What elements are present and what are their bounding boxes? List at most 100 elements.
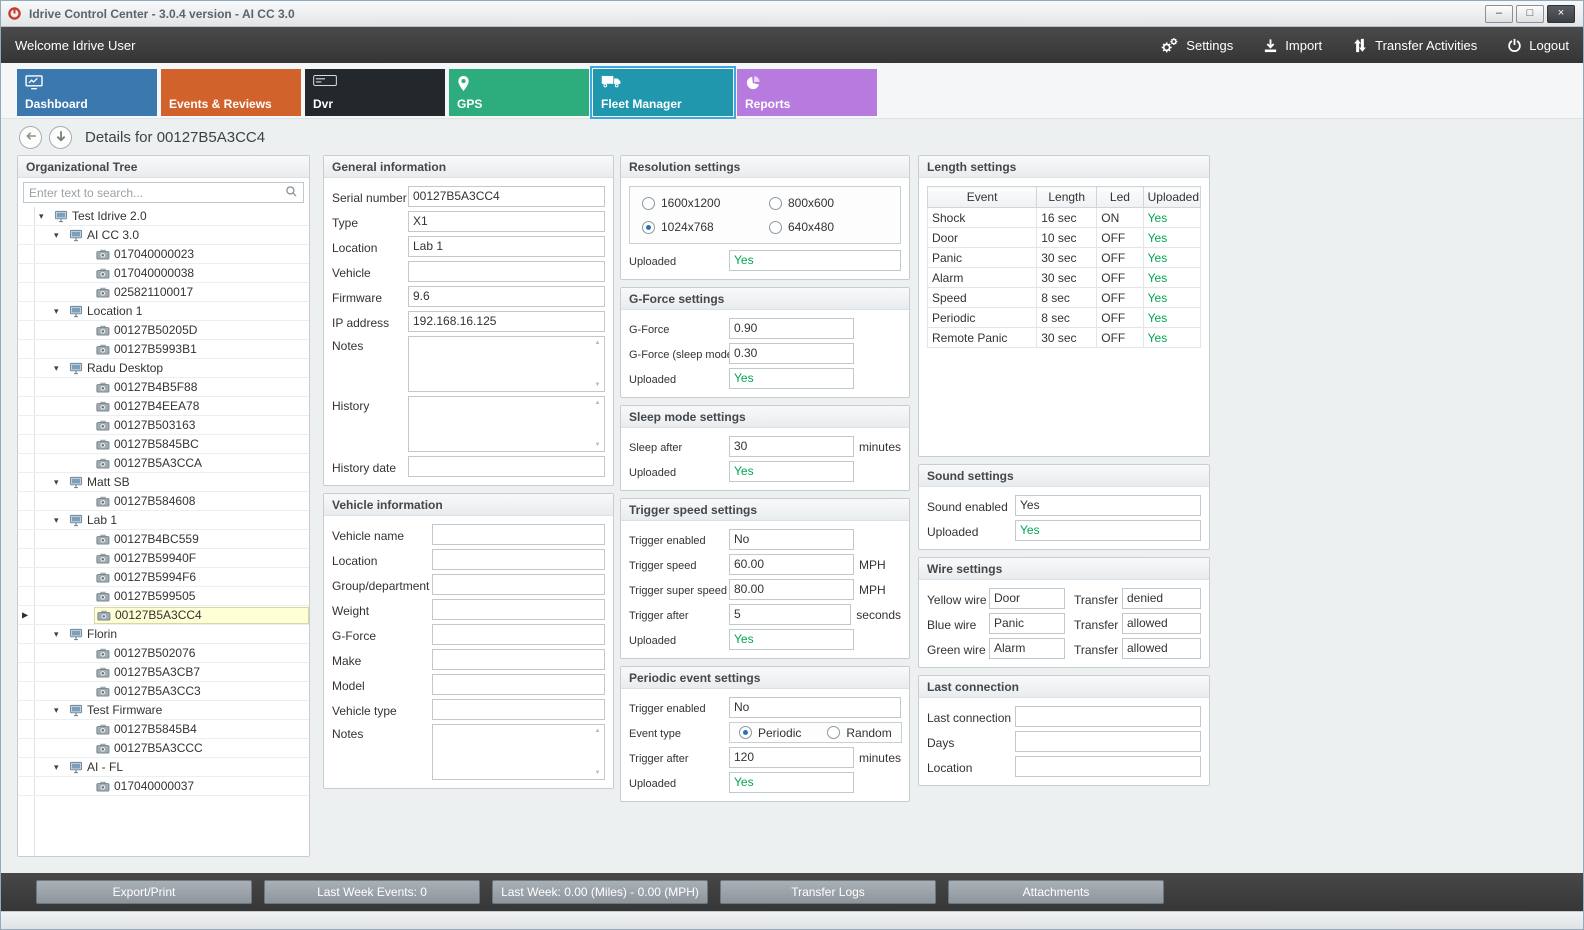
field-textarea[interactable]: ▲ ▼	[408, 396, 605, 452]
tree-device-item[interactable]: 00127B502076	[18, 644, 309, 663]
table-row[interactable]: Alarm 30 sec OFF Yes	[926, 267, 1202, 288]
scroll-down-icon[interactable]: ▼	[594, 382, 601, 388]
field-input[interactable]: 192.168.16.125	[408, 311, 605, 332]
tree-group-item[interactable]: ▾ Test Idrive 2.0	[18, 207, 309, 226]
tab-fleet-manager[interactable]: Fleet Manager	[590, 66, 736, 119]
radio-option[interactable]: Random	[827, 726, 892, 740]
logout-button[interactable]: Logout	[1507, 38, 1569, 53]
tab-gps[interactable]: GPS	[449, 69, 589, 116]
transfer-activities-button[interactable]: Transfer Activities	[1352, 38, 1477, 53]
field-textarea[interactable]: ▲ ▼	[432, 724, 605, 780]
tree-group-item[interactable]: ▾ AI CC 3.0	[18, 226, 309, 245]
field-input[interactable]: 80.00	[729, 579, 854, 600]
field-input[interactable]: 5	[729, 604, 852, 625]
expander-icon[interactable]: ▾	[54, 704, 59, 715]
tree-device-item[interactable]: 00127B50205D	[18, 321, 309, 340]
field-input[interactable]	[432, 599, 605, 620]
last-week-stats-button[interactable]: Last Week: 0.00 (Miles) - 0.00 (MPH)	[492, 880, 708, 904]
field-input[interactable]: allowed	[1122, 613, 1201, 634]
field-input[interactable]	[1015, 706, 1201, 727]
tree-device-item[interactable]: 00127B5A3CCA	[18, 454, 309, 473]
textarea-scrollbar[interactable]: ▲ ▼	[592, 398, 603, 450]
field-input[interactable]: 00127B5A3CC4	[408, 186, 605, 207]
tree-device-item[interactable]: 00127B59940F	[18, 549, 309, 568]
field-input[interactable]: 60.00	[729, 554, 854, 575]
tree-device-item[interactable]: 00127B5A3CCC	[18, 739, 309, 758]
textarea-scrollbar[interactable]: ▲ ▼	[592, 338, 603, 390]
field-input[interactable]: No	[729, 697, 901, 718]
expander-icon[interactable]: ▾	[54, 305, 59, 316]
import-button[interactable]: Import	[1263, 38, 1322, 53]
field-input[interactable]: allowed	[1122, 638, 1201, 659]
settings-button[interactable]: Settings	[1160, 37, 1233, 54]
field-textarea[interactable]: ▲ ▼	[408, 336, 605, 392]
field-input[interactable]	[1015, 731, 1201, 752]
tree-group-item[interactable]: ▾ Radu Desktop	[18, 359, 309, 378]
tree-device-item[interactable]: 00127B4EEA78	[18, 397, 309, 416]
tree-group-item[interactable]: ▾ Lab 1	[18, 511, 309, 530]
tree-group-item[interactable]: ▾ Matt SB	[18, 473, 309, 492]
maximize-button[interactable]: □	[1516, 4, 1544, 23]
tree-device-item[interactable]: 00127B584608	[18, 492, 309, 511]
tree-device-item[interactable]: 00127B599505	[18, 587, 309, 606]
attachments-button[interactable]: Attachments	[948, 880, 1164, 904]
field-input[interactable]	[432, 674, 605, 695]
table-row[interactable]: Shock 16 sec ON Yes	[926, 207, 1202, 228]
tree-device-item[interactable]: 00127B5993B1	[18, 340, 309, 359]
scroll-up-icon[interactable]: ▲	[594, 340, 601, 346]
minimize-button[interactable]: –	[1485, 4, 1513, 23]
tree-device-item[interactable]: 017040000038	[18, 264, 309, 283]
field-input[interactable]: Panic	[989, 613, 1065, 634]
tree-device-item[interactable]: 00127B5845BC	[18, 435, 309, 454]
tree-device-item[interactable]: 00127B503163	[18, 416, 309, 435]
scroll-up-icon[interactable]: ▲	[594, 728, 601, 734]
radio-option[interactable]: 640x480	[769, 220, 888, 234]
scroll-down-icon[interactable]: ▼	[594, 442, 601, 448]
tree-group-item[interactable]: ▾ AI - FL	[18, 758, 309, 777]
field-input[interactable]: 0.90	[729, 318, 854, 339]
field-input[interactable]: Yes	[729, 250, 901, 271]
field-input[interactable]: Door	[989, 588, 1065, 609]
table-row[interactable]: Speed 8 sec OFF Yes	[926, 287, 1202, 308]
tree-device-item[interactable]: 017040000023	[18, 245, 309, 264]
tree-group-item[interactable]: ▾ Florin	[18, 625, 309, 644]
tree-device-item[interactable]: 00127B5845B4	[18, 720, 309, 739]
radio-option[interactable]: 1600x1200	[642, 196, 761, 210]
radio-option[interactable]: 800x600	[769, 196, 888, 210]
tree-group-item[interactable]: ▾ Test Firmware	[18, 701, 309, 720]
tab-dashboard[interactable]: Dashboard	[17, 69, 157, 116]
tab-reports[interactable]: Reports	[737, 69, 877, 116]
field-input[interactable]	[432, 524, 605, 545]
field-input[interactable]	[432, 649, 605, 670]
field-input[interactable]: 30	[729, 436, 854, 457]
field-input[interactable]: denied	[1122, 588, 1201, 609]
back-button[interactable]	[19, 125, 42, 149]
field-input[interactable]: No	[729, 529, 854, 550]
field-input[interactable]	[1015, 756, 1201, 777]
field-input[interactable]: Yes	[729, 368, 854, 389]
tab-dvr[interactable]: Dvr	[305, 69, 445, 116]
tree-device-item[interactable]: 00127B4B5F88	[18, 378, 309, 397]
field-input[interactable]: Yes	[1015, 495, 1201, 516]
table-row[interactable]: Door 10 sec OFF Yes	[926, 227, 1202, 248]
field-input[interactable]: Yes	[729, 772, 854, 793]
tree-device-item[interactable]: ▶ 00127B5A3CC4	[18, 606, 309, 625]
field-input[interactable]: Lab 1	[408, 236, 605, 257]
export-print-button[interactable]: Export/Print	[36, 880, 252, 904]
tree-group-item[interactable]: ▾ Location 1	[18, 302, 309, 321]
field-input[interactable]: Yes	[1015, 520, 1201, 541]
field-input[interactable]: Alarm	[989, 638, 1065, 659]
table-row[interactable]: Panic 30 sec OFF Yes	[926, 247, 1202, 268]
field-input[interactable]: 0.30	[729, 343, 854, 364]
field-input[interactable]: 9.6	[408, 286, 605, 307]
expander-icon[interactable]: ▾	[54, 229, 59, 240]
field-input[interactable]: Yes	[729, 461, 854, 482]
transfer-logs-button[interactable]: Transfer Logs	[720, 880, 936, 904]
expander-icon[interactable]: ▾	[54, 761, 59, 772]
field-input[interactable]: Yes	[729, 629, 854, 650]
tree-device-item[interactable]: 017040000037	[18, 777, 309, 796]
radio-option[interactable]: 1024x768	[642, 220, 761, 234]
expander-icon[interactable]: ▾	[54, 514, 59, 525]
table-row[interactable]: Periodic 8 sec OFF Yes	[926, 307, 1202, 328]
textarea-scrollbar[interactable]: ▲ ▼	[592, 726, 603, 778]
